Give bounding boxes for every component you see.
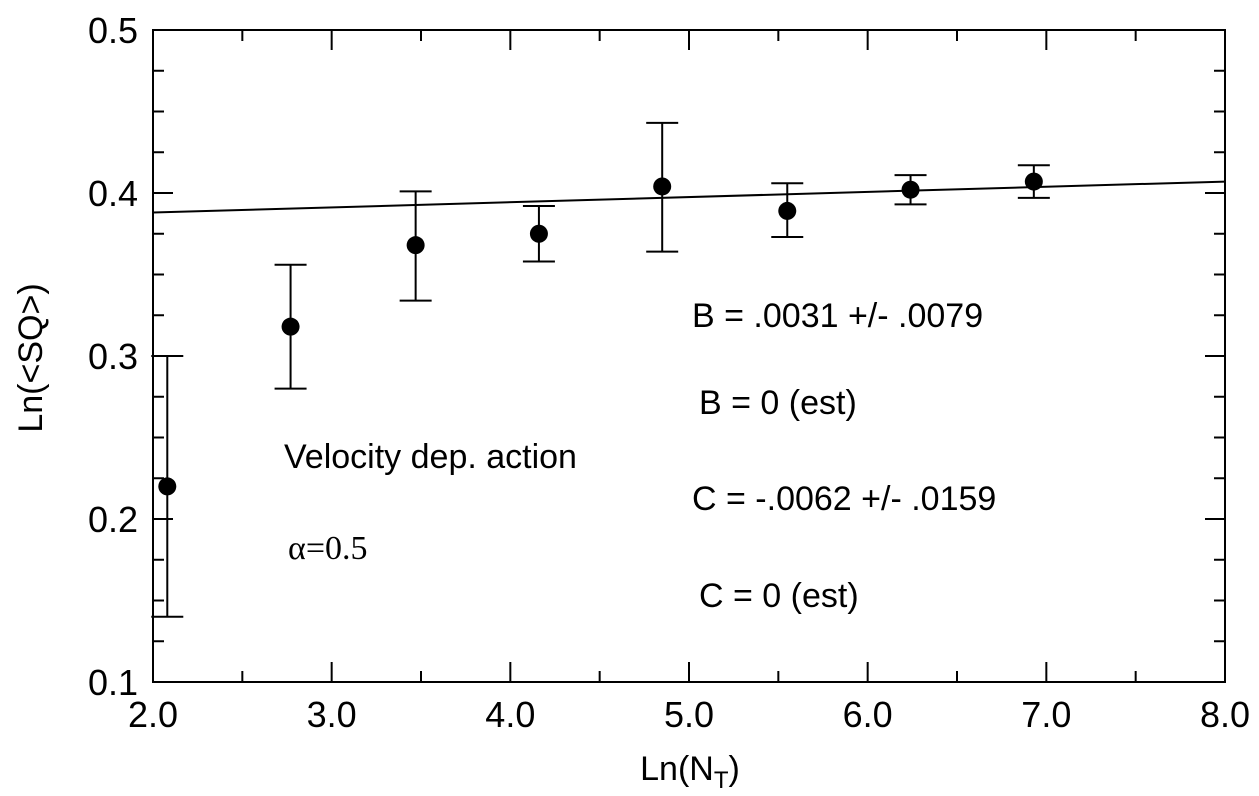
axis-ticks — [152, 29, 1226, 683]
x-tick-label: 3.0 — [307, 694, 357, 735]
data-point-group — [399, 190, 432, 302]
x-axis-label-subscript: T — [714, 767, 729, 794]
data-point-group — [522, 205, 555, 263]
fit-line — [152, 180, 1226, 214]
x-tick-label: 5.0 — [664, 694, 714, 735]
plot-border — [152, 29, 1226, 683]
x-axis-label-main: Ln(N — [640, 750, 714, 788]
annotation-b-fit: B = .0031 +/- .0079 — [692, 297, 983, 335]
x-tick-label: 8.0 — [1200, 694, 1250, 735]
annotation-b-est: B = 0 (est) — [699, 384, 857, 422]
data-point-group — [151, 355, 184, 618]
annotation-c-est: C = 0 (est) — [699, 577, 859, 615]
data-point — [1024, 172, 1043, 191]
y-tick-label: 0.1 — [88, 662, 138, 703]
x-tick-label: 2.0 — [128, 694, 178, 735]
data-point-group — [1017, 164, 1050, 199]
data-point-group — [771, 182, 804, 239]
data-points — [151, 121, 1050, 618]
data-point — [653, 177, 672, 196]
data-point-group — [646, 121, 679, 253]
y-tick-label: 0.4 — [88, 173, 138, 214]
y-tick-label: 0.2 — [88, 499, 138, 540]
annotation-action: Velocity dep. action — [284, 438, 577, 476]
data-point-group — [894, 174, 927, 206]
data-point — [529, 224, 548, 243]
x-axis-label: Ln(NT) — [640, 750, 740, 794]
y-axis-label: Ln(<SQ>) — [12, 283, 50, 432]
data-point — [158, 477, 177, 496]
x-tick-label: 6.0 — [843, 694, 893, 735]
y-tick-label: 0.3 — [88, 336, 138, 377]
data-point — [406, 236, 425, 255]
x-axis-label-close: ) — [729, 750, 740, 788]
y-tick-label: 0.5 — [88, 10, 138, 51]
data-point — [901, 180, 920, 199]
data-point-group — [274, 263, 307, 390]
axis-tick-labels: 2.0 3.0 4.0 5.0 6.0 7.0 8.0 0.1 0.2 0.3 0.4 0.5 — [88, 10, 1250, 735]
data-point — [281, 317, 300, 336]
annotation-c-fit: C = -.0062 +/- .0159 — [692, 480, 996, 518]
x-tick-label: 7.0 — [1021, 694, 1071, 735]
x-tick-label: 4.0 — [485, 694, 535, 735]
data-point — [778, 201, 797, 220]
annotation-alpha: α=0.5 — [288, 530, 368, 567]
plot-frame — [152, 29, 1226, 683]
fit-line-group — [152, 180, 1226, 214]
